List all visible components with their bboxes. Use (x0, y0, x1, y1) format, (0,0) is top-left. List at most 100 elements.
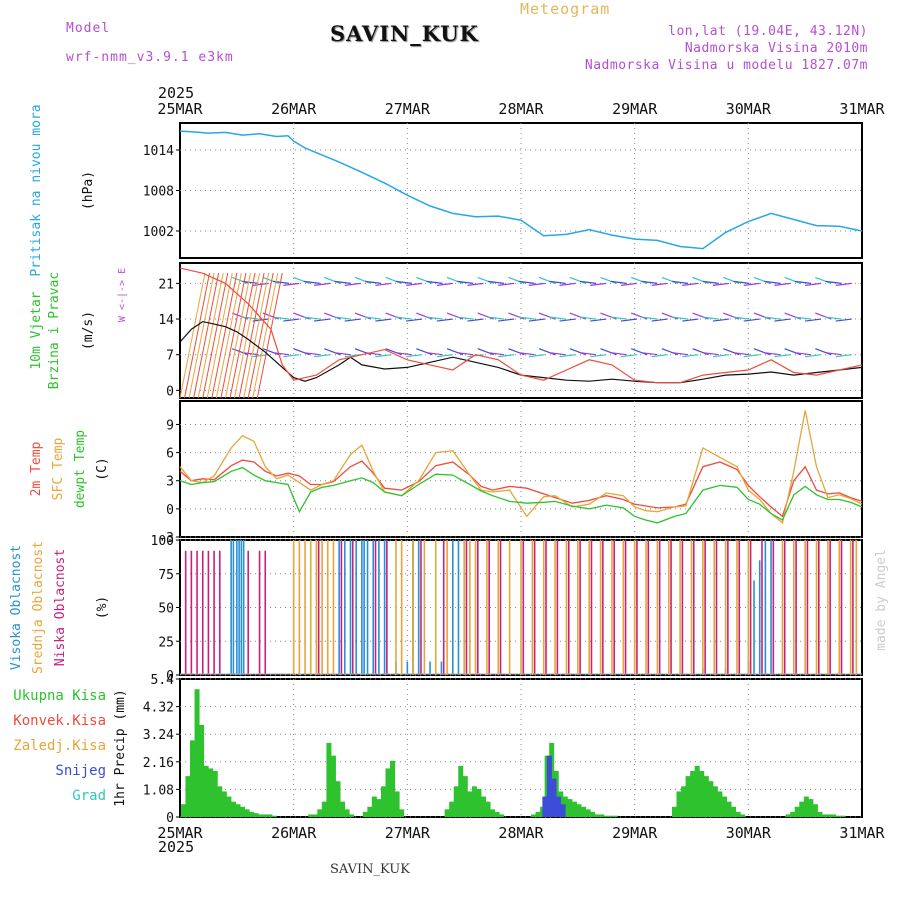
wind-barb (753, 348, 771, 356)
wind-barb (385, 312, 402, 320)
wind-barb-strong (220, 272, 247, 399)
bottom-day-label: 25MAR (157, 824, 203, 842)
wind-barb (457, 280, 474, 284)
y-tick-label-4: 2.16 (143, 756, 174, 771)
wind-barb (446, 312, 464, 320)
wind-barb (508, 348, 525, 356)
wind-barb (498, 354, 515, 358)
wind-barb (528, 354, 545, 358)
precip-bar (731, 806, 737, 817)
year-bottom: 2025 (158, 838, 195, 856)
precip-bar (708, 781, 714, 817)
wind-barb (712, 282, 730, 286)
precip-bar (799, 801, 805, 817)
wind-barb-strong (206, 272, 233, 399)
panel-ylabel: Niska Oblacnost (53, 549, 68, 666)
y-tick-label-2: 9 (166, 418, 174, 433)
lonlat-label: lon,lat (19.04E, 43.12N) (668, 24, 868, 39)
y-tick-label-1: 14 (158, 313, 174, 328)
precip-bar (194, 689, 200, 817)
top-day-label: 27MAR (385, 100, 431, 118)
precip-bar (399, 809, 405, 817)
precip-bar (317, 809, 323, 817)
wind-barb (528, 318, 545, 322)
precip-bar (199, 725, 205, 817)
y-tick-label-0: 1014 (143, 144, 174, 159)
precip-bar (571, 801, 577, 817)
precip-bar (690, 771, 696, 817)
wind-barb (702, 352, 719, 356)
wind-barb-strong (179, 272, 206, 399)
top-day-label: 29MAR (612, 100, 658, 118)
panel-unit-label: (C) (95, 457, 110, 480)
precip-bar (740, 814, 746, 817)
wind-barb (426, 352, 443, 356)
wind-barb (252, 318, 269, 322)
precip-bar (821, 814, 827, 817)
wind-barb (406, 354, 423, 358)
wind-barb-strong (252, 272, 279, 399)
y-tick-label-3: 50 (158, 602, 174, 617)
precip-bar (808, 799, 814, 817)
wind-barb (692, 312, 709, 320)
panel-ylabel: Srednja Oblacnost (31, 541, 46, 674)
wind-barb-strong (188, 272, 215, 399)
wind-barb (313, 282, 331, 286)
precip-bar (340, 801, 346, 817)
wind-barb (743, 354, 760, 358)
precip-bar (535, 811, 541, 817)
wind-barb (805, 282, 822, 286)
precip-bar (594, 814, 600, 817)
precip-bar (542, 796, 548, 817)
y-tick-label-4: 3.24 (143, 728, 174, 743)
precip-bar (221, 791, 227, 817)
precip-bar (567, 799, 573, 817)
y-tick-label-3: 100 (151, 534, 174, 549)
wind-barb (641, 352, 658, 356)
wind-barb (815, 276, 832, 284)
precip-legend-item: Grad (72, 788, 106, 804)
panel-unit-label: (%) (95, 596, 110, 619)
wind-series-udari (179, 267, 863, 384)
wind-barb (446, 348, 464, 356)
wind-barb (518, 352, 535, 356)
precip-bar (467, 791, 473, 817)
station-title: SAVIN_KUK (330, 21, 479, 46)
precip-bar (217, 786, 223, 817)
precip-bar (335, 781, 341, 817)
top-day-label: 31MAR (839, 100, 885, 118)
wind-barb (784, 312, 801, 320)
y-tick-label-3: 0 (166, 669, 174, 684)
precip-bar (367, 806, 373, 817)
wind-barb (712, 318, 730, 322)
temp-series-2m-temp (179, 459, 863, 518)
wind-barb (538, 348, 556, 356)
temp-series-sfc-temp (179, 410, 863, 525)
precip-bar (344, 809, 350, 817)
precip-bar (726, 801, 732, 817)
wind-barb (446, 276, 464, 284)
bottom-day-label: 28MAR (498, 824, 544, 842)
precip-bar (240, 806, 246, 817)
precip-bar (190, 740, 196, 817)
precip-bar (785, 814, 791, 817)
wind-barb-strong (234, 272, 261, 399)
altitude-label: Nadmorska Visina 2010m (684, 41, 868, 56)
precip-bar (212, 771, 218, 817)
precip-bar (380, 786, 386, 817)
wind-barb (784, 276, 801, 284)
y-tick-label-4: 1.08 (143, 783, 174, 798)
wind-barb (436, 282, 453, 286)
wind-barb (477, 312, 494, 320)
wind-barb (385, 276, 402, 284)
wind-barb (385, 348, 402, 356)
precip-bar (676, 791, 682, 817)
panel-ylabel: SFC Temp (51, 438, 66, 501)
wind-barb (324, 276, 341, 284)
precip-bar (835, 815, 841, 817)
precip-bar (226, 796, 232, 817)
wind-barb (252, 282, 269, 286)
wind-barb (579, 280, 597, 284)
wind-barb (549, 280, 566, 284)
wind-barb (436, 354, 453, 358)
